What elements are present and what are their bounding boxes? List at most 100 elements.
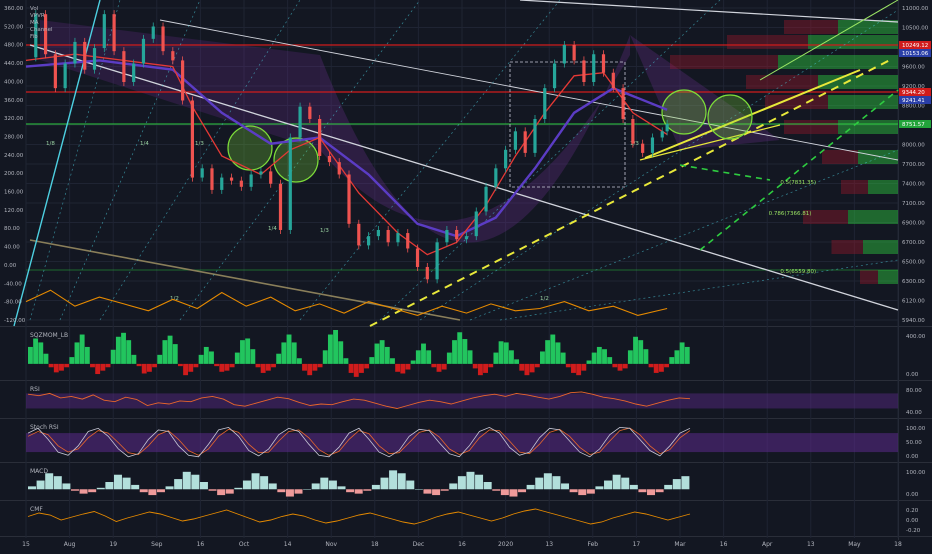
- macd-bar-41: [380, 477, 389, 490]
- sqz-bar-61: [343, 358, 349, 364]
- x-tick-label-17: Apr: [762, 541, 773, 548]
- sqz-bar-99: [540, 351, 545, 364]
- x-tick-label-6: 14: [284, 541, 292, 548]
- macd-bar-68: [612, 474, 621, 490]
- right-axis-label-13: 6500.00: [902, 260, 925, 266]
- sqz-bar-21: [136, 363, 142, 367]
- macd-bar-31: [294, 489, 303, 494]
- vp-bar-sell-8: [803, 210, 848, 224]
- sqz-bar-25: [157, 354, 163, 364]
- candle-body-36: [376, 229, 380, 237]
- left-axis-label-12: 80.00: [4, 226, 20, 232]
- x-tick-label-3: Sep: [151, 541, 163, 548]
- left-axis-label-1: 520.00: [4, 24, 24, 30]
- vp-bar-0: [838, 20, 898, 34]
- right-axis-label-14: 6300.00: [902, 279, 925, 285]
- macd-bar-59: [535, 477, 544, 490]
- sqz-bar-94: [514, 359, 520, 364]
- macd-bar-33: [311, 483, 320, 490]
- vp-bar-sell-7: [841, 180, 868, 194]
- sqz-bar-46: [265, 363, 271, 371]
- candle-body-22: [239, 180, 243, 187]
- left-axis-label-4: 400.00: [4, 79, 24, 85]
- x-tick-label-5: Oct: [239, 541, 250, 548]
- price-tag-bg-1: [899, 49, 931, 57]
- yellow-upper-line: [639, 124, 781, 161]
- candle-body-52: [533, 118, 537, 153]
- candle-body-62: [631, 118, 635, 144]
- candle-body-50: [513, 131, 518, 150]
- macd-bar-29: [277, 489, 286, 493]
- sqz-bar-89: [488, 363, 494, 368]
- macd-bar-54: [492, 489, 501, 491]
- macd-bar-49: [449, 483, 458, 490]
- macd-bar-53: [483, 482, 492, 490]
- vp-bar-7: [868, 180, 898, 194]
- sqz-bar-43: [250, 349, 256, 364]
- macd-bar-35: [328, 480, 337, 490]
- fib-label-0: 0.5(7831.35): [780, 180, 816, 186]
- fib-label-1: 0.786(7366.81): [769, 211, 812, 217]
- sqz-bar-54: [307, 363, 313, 376]
- macd-bar-19: [191, 474, 200, 490]
- sqz-bar-56: [317, 363, 323, 368]
- sqz-bar-86: [472, 363, 478, 369]
- candle-body-64: [650, 137, 655, 153]
- fan-line-3: [179, 0, 421, 321]
- yellow-support-solid: [644, 69, 861, 159]
- candle-body-49: [504, 149, 508, 169]
- left-axis-label-5: 360.00: [4, 98, 24, 104]
- pane-axis-label-sqzmom_lb-0: 400.00: [906, 334, 926, 340]
- highlight-circle-0: [227, 125, 273, 171]
- pane-axis-label-macd-1: 0.00: [906, 492, 919, 498]
- macd-bar-34: [320, 477, 329, 490]
- ema-fast-line: [25, 53, 668, 256]
- candle-body-1: [34, 14, 38, 58]
- macd-bar-46: [423, 489, 432, 494]
- candle-body-4: [63, 63, 67, 89]
- sqz-bar-40: [234, 352, 240, 364]
- price-tag-0: 10249.12: [902, 43, 928, 49]
- sqz-bar-91: [498, 341, 504, 364]
- sqz-bar-0: [28, 346, 33, 364]
- candle-body-63: [641, 143, 645, 153]
- rsi-line: [27, 391, 691, 409]
- sqz-bar-66: [369, 357, 375, 364]
- macd-bar-7: [88, 489, 97, 493]
- candle-body-15: [171, 51, 175, 61]
- macd-bar-47: [432, 489, 441, 496]
- macd-bar-16: [165, 486, 174, 490]
- x-tick-label-15: Mar: [674, 541, 686, 548]
- legend-entry-0: Vol: [30, 6, 39, 12]
- sqz-bar-19: [126, 340, 132, 364]
- candle-body-8: [102, 14, 106, 49]
- left-axis-label-2: 480.00: [4, 43, 24, 49]
- macd-bar-66: [595, 486, 604, 490]
- sqz-bar-3: [43, 353, 49, 364]
- macd-bar-40: [371, 484, 380, 490]
- sqz-bar-23: [146, 363, 152, 372]
- sqz-bar-71: [395, 363, 401, 372]
- fan-line-0: [29, 0, 121, 321]
- sqz-bar-14: [100, 363, 106, 371]
- macd-bar-20: [199, 482, 208, 490]
- sqz-bar-115: [622, 363, 628, 369]
- macd-bar-26: [251, 473, 260, 490]
- macd-bar-4: [62, 483, 71, 490]
- sqz-bar-114: [617, 363, 623, 371]
- price-tag-3: 9241.41: [902, 98, 925, 104]
- macd-bar-5: [70, 489, 79, 491]
- volume-line: [25, 289, 668, 316]
- sqz-bar-113: [612, 363, 618, 368]
- sqz-bar-100: [545, 340, 551, 364]
- sqz-bar-117: [633, 336, 638, 364]
- macd-bar-6: [79, 489, 88, 494]
- sqz-bar-51: [291, 342, 297, 364]
- sqz-bar-11: [84, 346, 90, 364]
- price-tag-1: 10153.06: [902, 51, 929, 57]
- macd-bar-12: [131, 484, 140, 490]
- left-axis-label-17: -120.00: [4, 318, 26, 324]
- sqz-bar-90: [493, 352, 499, 364]
- sqz-bar-59: [333, 330, 339, 364]
- macd-bar-72: [647, 489, 656, 496]
